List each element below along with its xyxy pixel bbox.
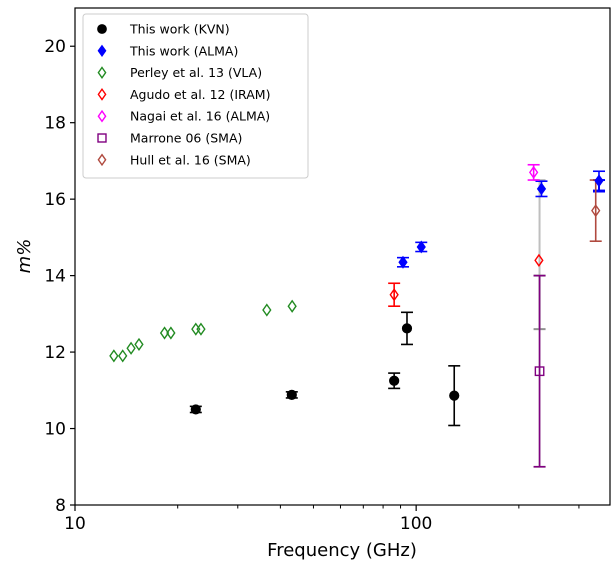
y-tick-label: 18 [44,114,66,134]
y-tick-label: 10 [44,420,66,440]
x-tick-label: 100 [400,514,432,534]
data-point-open-diamond [118,349,128,363]
legend-label: Hull et al. 16 (SMA) [130,152,251,167]
y-tick-label: 14 [44,267,66,287]
y-tick-label: 20 [44,37,66,57]
x-axis-title: Frequency (GHz) [267,540,417,561]
legend-label: Marrone 06 (SMA) [130,131,242,146]
legend-label: Perley et al. 13 (VLA) [130,65,262,80]
data-point-open-diamond [97,66,107,79]
data-point-open-diamond [97,153,107,167]
data-point-circle [401,323,413,334]
data-point-square [534,366,545,377]
legend-label: Agudo et al. 12 (IRAM) [130,87,270,102]
data-point-open-diamond [134,337,144,352]
data-point-open-diamond [97,88,107,101]
legend-box [82,13,309,179]
legend-label: This work (KVN) [129,22,230,37]
x-tick-label: 10 [64,514,86,534]
y-axis-title: m% [14,239,35,274]
data-point-diamond [416,240,426,254]
data-point-circle [97,24,107,34]
data-point-open-diamond [196,322,206,336]
data-markers [109,165,604,415]
data-point-open-diamond [159,326,170,340]
data-point-open-diamond [262,303,272,317]
y-tick-label: 16 [44,190,66,210]
data-point-circle [190,404,201,415]
data-point-diamond [97,44,107,57]
data-point-square [97,133,107,143]
data-point-open-diamond [389,288,399,302]
legend-label: This work (ALMA) [129,43,238,58]
y-tick-label: 12 [44,343,66,363]
data-point-open-diamond [97,109,107,123]
data-point-circle [286,389,297,400]
data-point-diamond [536,182,547,196]
data-point-open-diamond [534,253,544,267]
legend-label: Nagai et al. 16 (ALMA) [130,109,270,124]
y-tick-label: 8 [55,496,66,516]
legend: This work (KVN) This work (ALMA) Perley et… [82,13,309,179]
data-point-circle [389,375,400,386]
data-point-open-diamond [109,349,119,363]
data-point-diamond [398,255,408,269]
data-point-open-diamond [166,326,176,340]
data-point-diamond [594,174,604,188]
data-point-circle [449,390,460,401]
data-point-open-diamond [591,204,601,218]
data-point-open-diamond [528,165,539,180]
data-point-open-diamond [126,341,136,355]
plot-frame [74,7,611,506]
data-point-open-diamond [287,299,297,313]
